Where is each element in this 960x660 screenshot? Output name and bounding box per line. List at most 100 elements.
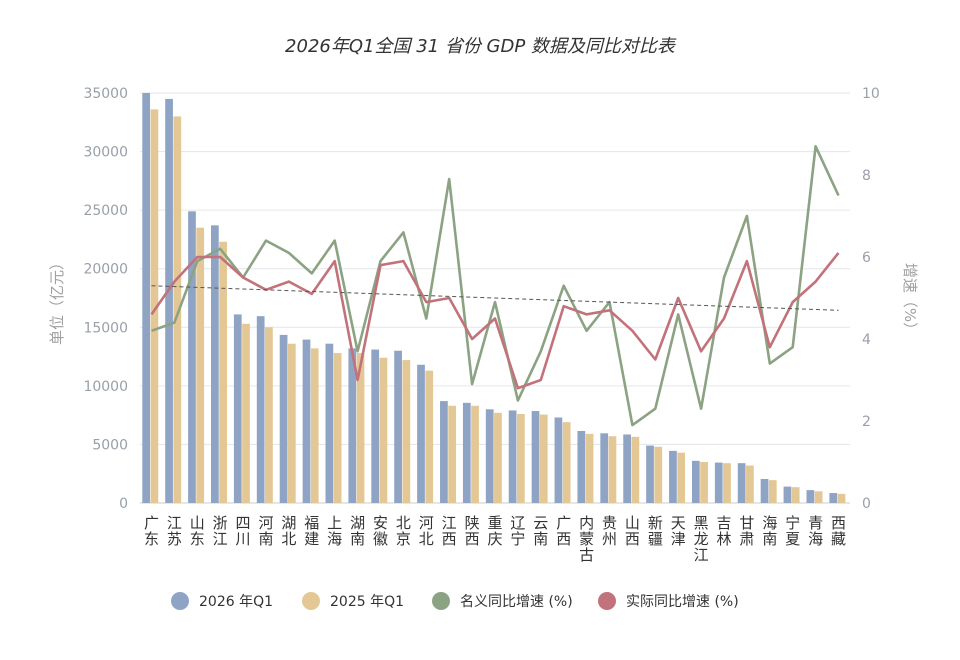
chart-title: 2026年Q1全国 31 省份 GDP 数据及同比对比表 bbox=[285, 36, 677, 57]
x-tick-label: 内蒙古 bbox=[579, 514, 594, 564]
x-tick-label: 宁夏 bbox=[785, 514, 800, 548]
bar bbox=[723, 463, 731, 503]
bar bbox=[310, 348, 319, 503]
y2-tick-label: 6 bbox=[862, 250, 871, 266]
x-tick-label: 上海 bbox=[327, 514, 342, 548]
axes-group: 0 5000 10000 15000 20000 25000 30000 35000 0 2 4 6 8… bbox=[83, 86, 879, 564]
y-tick-label: 10000 bbox=[83, 379, 128, 395]
bar bbox=[233, 314, 242, 503]
bar bbox=[554, 417, 563, 503]
x-tick-label: 吉林 bbox=[717, 514, 732, 548]
bar bbox=[256, 316, 265, 503]
bar bbox=[219, 241, 227, 503]
bar bbox=[585, 433, 594, 503]
y-tick-label: 20000 bbox=[83, 262, 128, 278]
x-tick-label: 天津 bbox=[671, 514, 686, 548]
bar bbox=[287, 343, 296, 503]
bar bbox=[425, 370, 434, 503]
x-tick-label: 云南 bbox=[533, 514, 548, 548]
bar bbox=[265, 327, 273, 503]
y2-axis-title: 增速（%） bbox=[901, 263, 919, 337]
bar bbox=[623, 434, 632, 503]
y-axis-title: 单位（亿元） bbox=[48, 255, 66, 345]
bar bbox=[760, 478, 769, 503]
y-tick-label: 0 bbox=[119, 496, 128, 512]
y2-tick-label: 2 bbox=[862, 414, 871, 430]
y2-tick-label: 4 bbox=[862, 332, 871, 348]
bar bbox=[325, 343, 334, 503]
y-tick-label: 35000 bbox=[83, 86, 128, 102]
bar bbox=[508, 410, 517, 503]
x-tick-label: 四川 bbox=[236, 514, 251, 548]
x-tick-label: 河北 bbox=[419, 514, 434, 548]
x-tick-label: 重庆 bbox=[487, 514, 502, 548]
x-tick-label: 福建 bbox=[304, 514, 319, 548]
bar bbox=[531, 411, 540, 503]
x-tick-label: 北京 bbox=[396, 514, 411, 548]
x-tick-label: 黑龙江 bbox=[694, 514, 709, 564]
bar bbox=[677, 452, 686, 503]
x-tick-label: 湖北 bbox=[281, 514, 296, 548]
x-tick-label: 青海 bbox=[808, 514, 823, 548]
bar bbox=[669, 450, 677, 503]
series-line bbox=[151, 145, 840, 427]
bar bbox=[471, 405, 479, 503]
bar bbox=[814, 491, 823, 503]
bar bbox=[188, 211, 196, 504]
trend-line bbox=[151, 285, 839, 311]
x-tick-label: 山东 bbox=[190, 514, 205, 548]
x-tick-label: 山西 bbox=[625, 514, 640, 548]
bar bbox=[654, 446, 663, 503]
x-tick-label: 广西 bbox=[556, 514, 571, 548]
bar bbox=[417, 364, 425, 503]
x-tick-label: 广东 bbox=[144, 514, 159, 548]
bar bbox=[577, 430, 586, 503]
y2-tick-label: 8 bbox=[862, 168, 871, 184]
bar bbox=[448, 405, 457, 503]
y2-tick-label: 0 bbox=[862, 496, 871, 512]
x-tick-label: 甘肃 bbox=[739, 514, 754, 548]
bar bbox=[516, 413, 525, 503]
bar bbox=[791, 487, 800, 503]
legend: 2026 年Q1 2025 年Q1 名义同比增速 (%) 实际同比增速 (%) bbox=[171, 592, 739, 610]
bar bbox=[539, 414, 548, 503]
legend-label: 名义同比增速 (%) bbox=[460, 594, 573, 610]
bar bbox=[379, 357, 388, 503]
legend-marker bbox=[598, 592, 616, 610]
x-tick-label: 河南 bbox=[258, 514, 273, 548]
bar bbox=[562, 422, 571, 503]
legend-label: 实际同比增速 (%) bbox=[626, 594, 739, 610]
bar bbox=[700, 462, 708, 503]
bar bbox=[485, 409, 494, 503]
x-tick-label: 海南 bbox=[762, 514, 777, 548]
bar bbox=[783, 486, 792, 503]
x-tick-label: 新疆 bbox=[648, 514, 663, 548]
series-line bbox=[150, 252, 840, 390]
x-tick-label: 西藏 bbox=[831, 514, 846, 548]
bar bbox=[142, 93, 151, 503]
x-tick-label: 安徽 bbox=[373, 514, 388, 548]
bar bbox=[714, 462, 723, 503]
bar bbox=[440, 401, 448, 503]
bar bbox=[608, 436, 617, 503]
bar bbox=[402, 360, 411, 503]
legend-marker bbox=[171, 592, 189, 610]
bar bbox=[494, 412, 502, 503]
bar bbox=[691, 460, 700, 503]
legend-label: 2025 年Q1 bbox=[330, 594, 404, 610]
bar bbox=[462, 402, 471, 503]
bar bbox=[646, 445, 654, 503]
bar bbox=[150, 109, 159, 504]
bar bbox=[837, 493, 846, 503]
x-tick-label: 江西 bbox=[442, 514, 457, 548]
lines-group bbox=[150, 145, 840, 427]
bar bbox=[768, 480, 777, 503]
x-tick-label: 贵州 bbox=[602, 514, 617, 548]
bar bbox=[394, 350, 402, 503]
bar bbox=[333, 353, 342, 503]
y2-tick-label: 10 bbox=[862, 86, 880, 102]
x-tick-label: 陕西 bbox=[465, 514, 480, 548]
bar bbox=[806, 490, 815, 503]
